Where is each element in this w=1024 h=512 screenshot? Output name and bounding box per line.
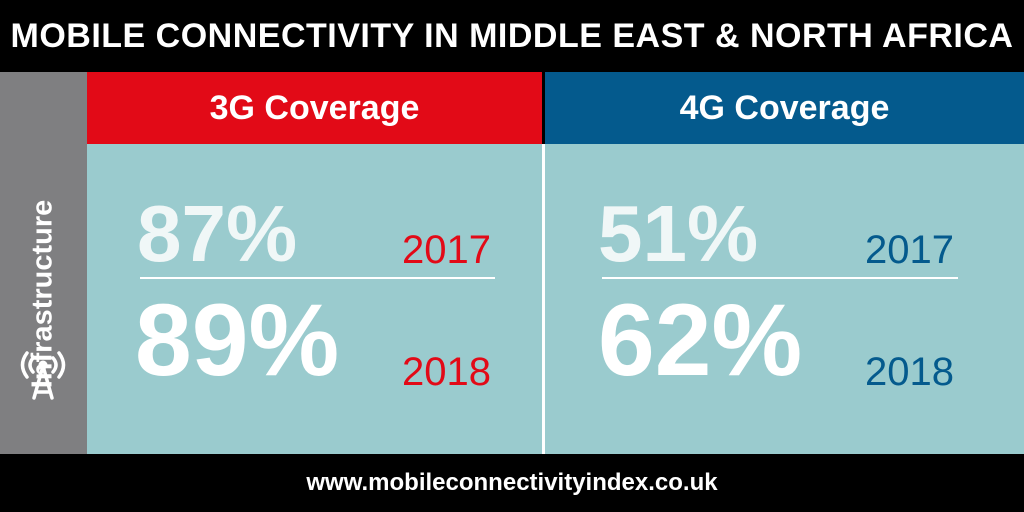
footer-url[interactable]: www.mobileconnectivityindex.co.uk [306,469,718,496]
page-title: MOBILE CONNECTIVITY IN MIDDLE EAST & NOR… [10,16,1014,55]
panel-header-3g: 3G Coverage [87,72,542,144]
year-4g-2018: 2018 [865,350,954,394]
cell-tower-icon [20,351,66,400]
value-3g-2017: 87% [137,189,298,278]
panel-divider [542,144,545,454]
row-divider-3g [140,277,495,279]
panel-4g: 4G Coverage 51% 2017 62% 2018 [545,72,1024,454]
value-3g-2018: 89% [135,283,340,397]
row-divider-4g [602,277,958,279]
panel-3g: 3G Coverage 87% 2017 89% 2018 [87,72,542,454]
year-3g-2018: 2018 [402,350,491,394]
value-4g-2017: 51% [598,189,759,278]
sidebar: Infrastructure [0,72,87,454]
year-3g-2017: 2017 [402,228,491,272]
value-4g-2018: 62% [598,283,803,397]
panel-header-4g: 4G Coverage [545,72,1024,144]
panel-body-3g: 87% 2017 89% 2018 [87,144,542,454]
year-4g-2017: 2017 [865,228,954,272]
panel-body-4g: 51% 2017 62% 2018 [545,144,1024,454]
